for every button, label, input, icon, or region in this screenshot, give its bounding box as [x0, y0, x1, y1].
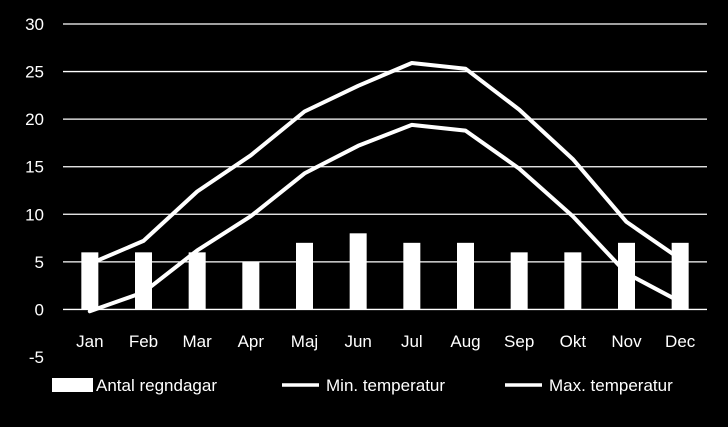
bar-apr [242, 261, 260, 310]
y-tick-label: 15 [25, 158, 44, 177]
bar-okt [564, 252, 582, 310]
x-tick-label: Mar [183, 332, 213, 351]
x-tick-label: Aug [450, 332, 480, 351]
bar-jun [349, 233, 367, 310]
min-temperature-line [87, 122, 683, 314]
bar-nov [618, 242, 635, 310]
x-tick-label: Jun [344, 332, 371, 351]
max-temperature-line [87, 61, 683, 266]
bar-aug [457, 242, 474, 310]
bar-maj [296, 242, 313, 310]
legend-label: Min. temperatur [326, 376, 445, 395]
bar-jul [403, 242, 421, 310]
grid-lines [63, 23, 707, 311]
y-tick-label: 25 [25, 63, 44, 82]
lines [87, 61, 683, 314]
bars [81, 233, 689, 310]
x-tick-label: Sep [504, 332, 534, 351]
y-tick-label: 20 [25, 110, 44, 129]
y-tick-label: -5 [29, 348, 44, 367]
y-tick-label: 10 [25, 205, 44, 224]
bar-mar [188, 252, 206, 310]
legend: Antal regndagar Min. temperatur Max. tempe… [52, 376, 673, 395]
bar-jan [81, 252, 99, 310]
x-tick-label: Jan [76, 332, 103, 351]
x-tick-label: Okt [560, 332, 587, 351]
legend-swatch-bar [52, 378, 93, 392]
x-tick-label: Maj [291, 332, 318, 351]
x-tick-label: Dec [665, 332, 696, 351]
x-tick-label: Feb [129, 332, 158, 351]
bar-sep [510, 252, 528, 310]
y-tick-label: 5 [35, 253, 44, 272]
legend-label: Antal regndagar [96, 376, 217, 395]
x-axis-ticks: Jan Feb Mar Apr Maj Jun Jul Aug Sep Okt Nov Dec [76, 332, 696, 351]
x-tick-label: Nov [611, 332, 642, 351]
y-tick-label: 30 [25, 15, 44, 34]
bar-dec [671, 242, 689, 310]
y-tick-label: 0 [35, 300, 44, 319]
y-axis-ticks: -5 0 5 10 15 20 25 30 [25, 15, 44, 367]
x-tick-label: Apr [238, 332, 265, 351]
legend-label: Max. temperatur [549, 376, 673, 395]
bar-feb [135, 252, 152, 310]
x-tick-label: Jul [401, 332, 423, 351]
